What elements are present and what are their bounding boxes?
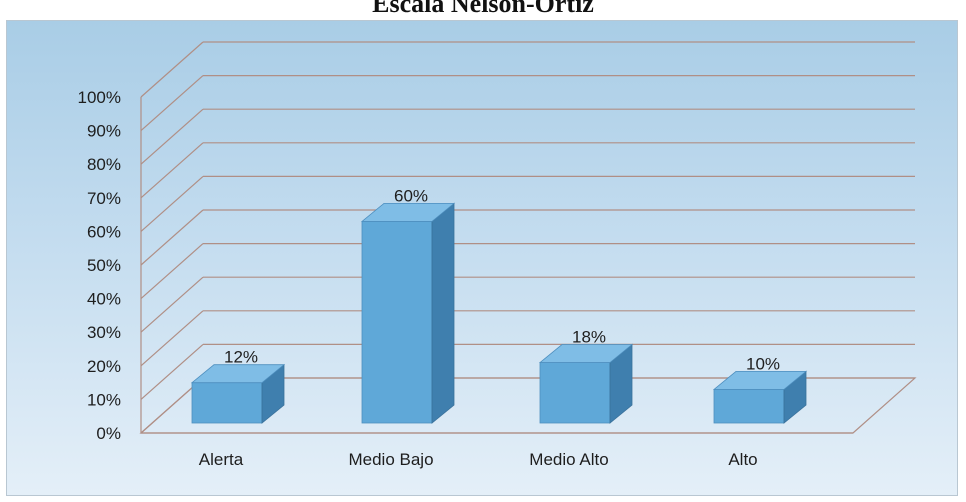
bar-front bbox=[191, 382, 263, 424]
bar-front bbox=[539, 362, 611, 424]
gridline-wall bbox=[140, 343, 204, 400]
y-tick-label: 20% bbox=[87, 357, 121, 376]
bar-chart: 0% 10% 20% 30% 40% 50% 60% 70% 80% 90% 100% 12% Aler… bbox=[78, 41, 917, 469]
data-label: 10% bbox=[746, 354, 780, 373]
y-tick-label: 40% bbox=[87, 290, 121, 309]
y-tick-label: 50% bbox=[87, 256, 121, 275]
data-label: 12% bbox=[224, 348, 258, 367]
y-tick-label: 80% bbox=[87, 155, 121, 174]
gridline-wall bbox=[140, 209, 204, 266]
y-tick-label: 30% bbox=[87, 323, 121, 342]
gridline-wall bbox=[140, 108, 204, 165]
bar-side bbox=[431, 202, 455, 424]
gridline-wall bbox=[140, 41, 204, 98]
y-tick-label: 90% bbox=[87, 122, 121, 141]
gridline-wall bbox=[140, 243, 204, 300]
data-label: 60% bbox=[394, 186, 428, 205]
y-tick-label: 70% bbox=[87, 189, 121, 208]
x-category-label: Medio Bajo bbox=[348, 450, 433, 469]
gridline-wall bbox=[140, 276, 204, 333]
gridline-wall bbox=[140, 175, 204, 232]
y-tick-label: 100% bbox=[78, 88, 121, 107]
x-category-label: Alerta bbox=[199, 450, 244, 469]
gridline-wall bbox=[140, 310, 204, 367]
bar-top bbox=[360, 202, 456, 222]
gridline-wall bbox=[140, 75, 204, 132]
y-tick-label: 0% bbox=[96, 424, 121, 443]
y-tick-label: 60% bbox=[87, 222, 121, 241]
bar-front bbox=[713, 388, 785, 424]
chart-area: 0% 10% 20% 30% 40% 50% 60% 70% 80% 90% 100% 12% Aler… bbox=[6, 20, 958, 496]
bar-top bbox=[538, 344, 634, 363]
bar-top bbox=[712, 370, 808, 390]
chart-title: Escala Nelson-Ortiz bbox=[372, 0, 594, 18]
data-label: 18% bbox=[572, 328, 606, 347]
x-category-label: Alto bbox=[728, 450, 757, 469]
bar-front bbox=[361, 220, 433, 424]
bar-top bbox=[190, 364, 286, 384]
x-category-label: Medio Alto bbox=[529, 450, 608, 469]
y-tick-label: 10% bbox=[87, 390, 121, 409]
gridline-wall bbox=[140, 142, 204, 199]
